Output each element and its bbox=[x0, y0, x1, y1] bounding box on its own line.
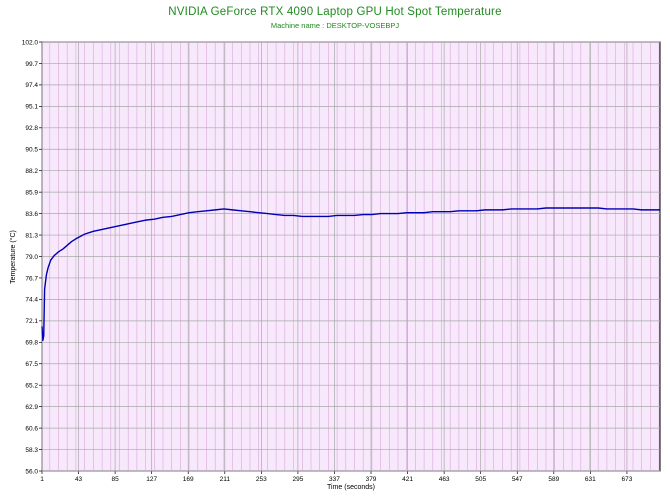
y-tick-label: 58.3 bbox=[25, 447, 38, 454]
x-tick-label: 211 bbox=[220, 476, 231, 483]
x-tick-label: 589 bbox=[548, 476, 559, 483]
y-tick-label: 72.1 bbox=[25, 318, 38, 325]
x-tick-label: 421 bbox=[402, 476, 413, 483]
y-tick-label: 76.7 bbox=[25, 275, 38, 282]
y-tick-label: 81.3 bbox=[25, 232, 38, 239]
y-tick-label: 83.6 bbox=[25, 211, 38, 218]
y-tick-label: 97.4 bbox=[25, 82, 38, 89]
y-tick-label: 69.8 bbox=[25, 340, 38, 347]
y-tick-label: 99.7 bbox=[25, 61, 38, 68]
x-tick-label: 295 bbox=[292, 476, 303, 483]
x-tick-label: 127 bbox=[146, 476, 157, 483]
y-tick-label: 67.5 bbox=[25, 361, 38, 368]
y-tick-label: 65.2 bbox=[25, 383, 38, 390]
x-tick-label: 379 bbox=[366, 476, 377, 483]
chart-title: NVIDIA GeForce RTX 4090 Laptop GPU Hot S… bbox=[168, 6, 502, 18]
x-tick-label: 85 bbox=[111, 476, 119, 483]
y-tick-label: 60.6 bbox=[25, 425, 38, 432]
y-tick-label: 88.2 bbox=[25, 168, 38, 175]
x-tick-label: 547 bbox=[512, 476, 523, 483]
series-layer bbox=[41, 207, 660, 342]
grid bbox=[39, 41, 660, 474]
x-tick-label: 463 bbox=[439, 476, 450, 483]
x-tick-label: 673 bbox=[621, 476, 632, 483]
x-tick-label: 1 bbox=[40, 476, 44, 483]
x-tick-label: 337 bbox=[329, 476, 340, 483]
y-tick-label: 56.0 bbox=[25, 468, 38, 475]
y-tick-label: 95.1 bbox=[25, 104, 38, 111]
y-tick-label: 62.9 bbox=[25, 404, 38, 411]
x-tick-label: 169 bbox=[183, 476, 194, 483]
x-tick-label: 505 bbox=[475, 476, 486, 483]
x-tick-label: 43 bbox=[75, 476, 83, 483]
x-tick-label: 253 bbox=[256, 476, 267, 483]
y-tick-label: 90.5 bbox=[25, 147, 38, 154]
y-tick-label: 79.0 bbox=[25, 254, 38, 261]
y-axis-label: Temperature (°C) bbox=[9, 230, 17, 284]
y-tick-label: 85.9 bbox=[25, 189, 38, 196]
y-tick-label: 102.0 bbox=[22, 39, 39, 46]
y-tick-label: 74.4 bbox=[25, 297, 38, 304]
chart-subtitle: Machine name : DESKTOP-VOSEBPJ bbox=[270, 21, 400, 30]
tick-labels: 1 43 85 127 169 211 253 295 337 379 421 463 505 547 58… bbox=[22, 39, 633, 483]
x-tick-label: 631 bbox=[585, 476, 596, 483]
x-axis-label: Time (seconds) bbox=[327, 484, 375, 491]
series-line-0 bbox=[41, 207, 660, 342]
y-tick-label: 92.8 bbox=[25, 125, 38, 132]
